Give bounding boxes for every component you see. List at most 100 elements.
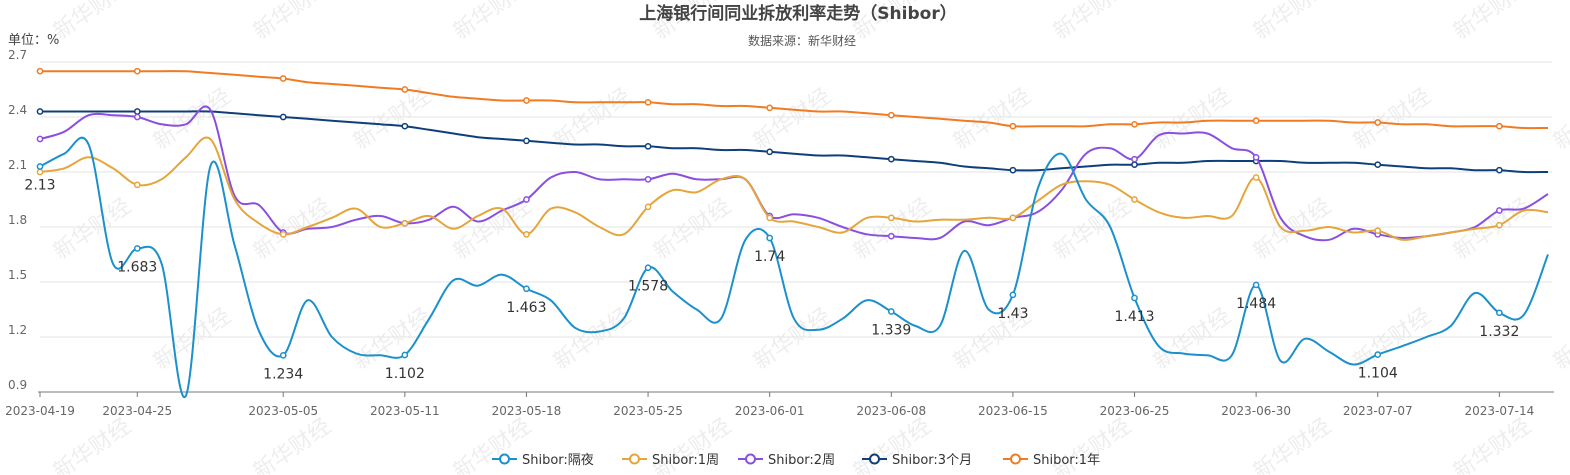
data-label: 1.463: [506, 300, 546, 316]
series-point: [1374, 161, 1382, 169]
series-point: [133, 67, 141, 75]
watermark-text: 新华财经: [649, 194, 735, 265]
series-line: [39, 110, 1549, 174]
y-tick-label: 1.2: [8, 323, 27, 337]
series-point: [133, 113, 141, 121]
x-tick-label: 2023-06-25: [1100, 404, 1170, 418]
series-point: [1131, 294, 1138, 302]
series-point: [887, 214, 895, 222]
series-point: [766, 214, 774, 222]
legend-item-3[interactable]: Shibor:3个月: [862, 453, 972, 468]
y-axis-unit: 单位：%: [8, 33, 59, 48]
series-point: [1252, 153, 1260, 161]
series-point: [1252, 174, 1260, 181]
legend-marker: [745, 453, 756, 465]
series-point: [1374, 351, 1382, 358]
data-label: 1.102: [385, 366, 425, 382]
watermark-text: 新华财经: [249, 0, 335, 45]
x-tick-label: 2023-06-08: [856, 404, 926, 418]
legend[interactable]: Shibor:隔夜 Shibor:1周 Shibor:2周 Shibor:3个月 Shi…: [492, 453, 1100, 468]
y-tick-label: 2.4: [8, 103, 27, 117]
watermark-text: 新华财经: [749, 84, 835, 155]
x-tick-label: 2023-06-30: [1221, 404, 1291, 418]
watermark-text: 新华财经: [1549, 84, 1570, 155]
y-tick-label: 2.1: [8, 158, 27, 172]
legend-item-1[interactable]: Shibor:1周: [622, 453, 719, 468]
series-1: [36, 136, 1549, 241]
x-tick-label: 2023-05-18: [492, 404, 562, 418]
legend-item-2[interactable]: Shibor:2周: [738, 453, 835, 468]
series-point: [1009, 122, 1017, 130]
watermark-text: 新华财经: [1349, 84, 1435, 155]
chart-subtitle: 数据来源：新华财经: [748, 33, 856, 48]
series-point: [36, 163, 44, 170]
watermark-text: 新华财经: [49, 0, 135, 45]
watermark-text: 新华财经: [1449, 0, 1535, 45]
data-label: 1.578: [628, 279, 668, 295]
watermark-text: 新华财经: [249, 194, 335, 265]
x-axis: 2023-04-19 2023-04-25 2023-05-05 2023-05-11…: [5, 391, 1554, 418]
series-point: [887, 232, 895, 240]
series-point: [766, 104, 774, 112]
legend-label: Shibor:2周: [768, 453, 835, 468]
series-point: [401, 86, 409, 93]
series-point: [1496, 309, 1503, 317]
watermark-text: 新华财经: [449, 194, 535, 265]
data-label: 1.234: [263, 366, 303, 382]
series-point: [644, 98, 652, 106]
series-point: [1374, 227, 1382, 235]
series-point: [279, 351, 287, 359]
watermark-text: 新华财经: [1249, 414, 1335, 475]
watermark-text: 新华财经: [1449, 414, 1535, 475]
series-point: [523, 137, 530, 145]
series-point: [36, 67, 44, 75]
series-point: [401, 219, 409, 227]
series-point: [1131, 120, 1138, 128]
series-point: [766, 148, 774, 156]
data-label: 1.484: [1236, 296, 1276, 312]
watermark-text: 新华财经: [349, 304, 435, 375]
series-point: [644, 203, 652, 211]
series-point: [1131, 155, 1138, 163]
data-label: 1.74: [754, 249, 785, 265]
data-label: 1.43: [997, 306, 1028, 322]
series-point: [644, 175, 652, 183]
series-point: [644, 264, 652, 272]
series-point: [133, 181, 141, 189]
watermark-text: 新华财经: [49, 414, 135, 475]
series-point: [1496, 166, 1503, 174]
series-line: [39, 136, 1549, 399]
series-point: [279, 113, 287, 121]
legend-marker: [499, 453, 510, 465]
y-tick-label: 0.9: [8, 378, 27, 392]
series-point: [1496, 207, 1503, 214]
x-tick-label: 2023-06-15: [978, 404, 1048, 418]
legend-item-0[interactable]: Shibor:隔夜: [492, 453, 594, 468]
series-point: [133, 245, 141, 252]
series-line: [39, 136, 1549, 241]
series-point: [1252, 281, 1260, 289]
y-tick-label: 1.8: [8, 213, 27, 227]
series-point: [1009, 291, 1017, 299]
x-tick-label: 2023-04-25: [102, 404, 172, 418]
watermark-text: 新华财经: [249, 414, 335, 475]
series-point: [279, 230, 287, 238]
watermark-text: 新华财经: [449, 0, 535, 45]
watermark-text: 新华财经: [949, 84, 1035, 155]
watermark-text: 新华财经: [1549, 304, 1570, 375]
chart-title: 上海银行间同业拆放利率走势（Shibor）: [639, 3, 956, 24]
y-tick-label: 2.7: [8, 48, 27, 62]
legend-label: Shibor:3个月: [892, 453, 972, 468]
x-tick-label: 2023-06-01: [735, 404, 805, 418]
series-point: [1009, 166, 1017, 174]
series-point: [36, 168, 44, 176]
series-point: [1009, 214, 1017, 222]
legend-label: Shibor:1周: [652, 453, 719, 468]
series-point: [887, 308, 895, 315]
watermark-text: 新华财经: [1049, 194, 1135, 265]
series-4: [36, 67, 1549, 130]
legend-item-4[interactable]: Shibor:1年: [1003, 453, 1100, 468]
series-line: [39, 70, 1549, 130]
watermark-text: 新华财经: [49, 194, 135, 265]
